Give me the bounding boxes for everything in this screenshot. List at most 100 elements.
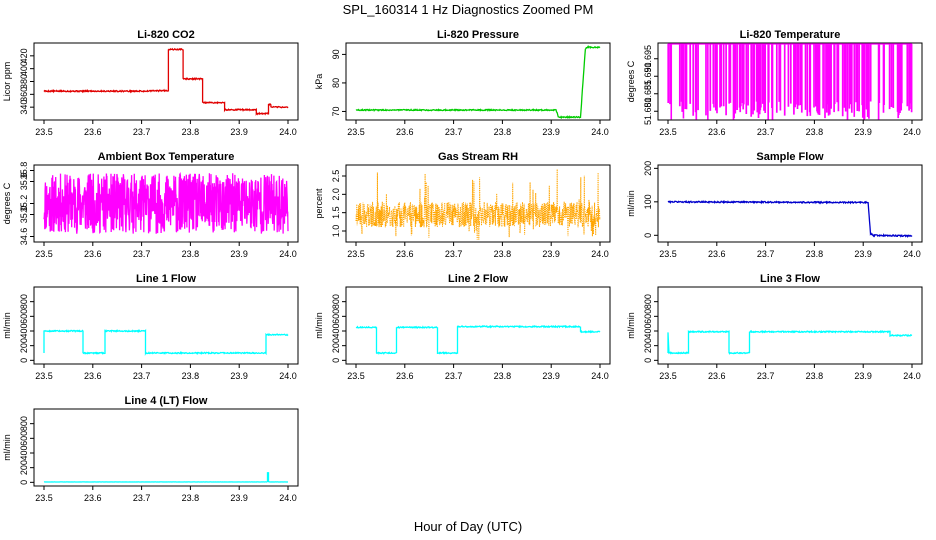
y-tick-label: 35.0 [19,206,29,224]
plot-frame [33,286,299,365]
x-tick-label: 23.9 [230,127,248,137]
y-tick-label: 0 [331,358,341,363]
x-tick-label: 23.5 [659,127,677,137]
panel-title: Sample Flow [756,151,824,163]
series-line [355,169,601,240]
x-tick-label: 23.8 [182,249,200,259]
y-tick-label: 80 [331,78,341,88]
panel-5: Gas Stream RH 23.5 23.6 23.7 23.8 23.9 24.0 1.0… [314,151,611,259]
y-tick-label: 400 [19,445,29,460]
x-tick-label: 23.7 [133,493,151,503]
y-tick-label: 200 [643,338,653,353]
y-tick-label: 51.680 [643,97,653,125]
x-tick-label: 23.9 [230,249,248,259]
series-line [355,44,601,120]
y-tick-label: 2.0 [331,188,341,201]
x-tick-label: 23.7 [757,127,775,137]
y-tick-label: 35.2 [19,195,29,213]
y-tick-label: 400 [19,61,29,76]
x-tick-label: 23.8 [182,127,200,137]
y-tick-label: 400 [643,323,653,338]
plot-frame [33,408,299,487]
y-tick-label: 0 [19,358,29,363]
x-tick-label: 24.0 [591,371,609,381]
series-line [43,47,289,116]
series-line [667,199,913,239]
y-tick-label: 400 [19,323,29,338]
x-tick-label: 23.5 [347,249,365,259]
panel-title: Line 2 Flow [448,273,508,285]
y-tick-label: 0 [643,233,653,238]
y-tick-label: 200 [643,161,653,176]
x-tick-label: 23.5 [347,371,365,381]
x-tick-label: 23.7 [133,127,151,137]
x-tick-label: 23.7 [133,249,151,259]
x-tick-label: 23.7 [445,371,463,381]
y-axis-label: Licor ppm [2,62,12,102]
y-axis-label: ml/min [2,312,12,339]
panel-6: Sample Flow 23.5 23.6 23.7 23.8 23.9 24.0 0 100 2… [626,151,923,259]
y-tick-label: 420 [19,48,29,63]
x-tick-label: 23.8 [182,371,200,381]
x-tick-label: 24.0 [903,127,921,137]
x-tick-label: 23.5 [659,249,677,259]
panel-title: Line 1 Flow [136,273,196,285]
x-tick-label: 23.6 [84,127,102,137]
x-tick-label: 23.6 [396,371,414,381]
plot-frame [345,286,611,365]
y-tick-label: 2.5 [331,170,341,183]
x-tick-label: 23.5 [35,493,53,503]
y-tick-label: 35.8 [19,162,29,180]
y-tick-label: 800 [19,416,29,431]
x-tick-label: 23.9 [230,493,248,503]
figure-x-axis-label: Hour of Day (UTC) [414,519,522,534]
y-tick-label: 800 [643,294,653,309]
panel-title: Ambient Box Temperature [98,151,235,163]
x-tick-label: 23.6 [708,249,726,259]
y-axis-label: ml/min [2,434,12,461]
x-tick-label: 23.6 [84,249,102,259]
y-tick-label: 600 [19,309,29,324]
panel-title: Line 3 Flow [760,273,820,285]
y-axis-label: ml/min [626,190,636,217]
panel-4: Ambient Box Temperature 23.5 23.6 23.7 23.8 2… [2,151,299,259]
y-tick-label: 600 [643,309,653,324]
x-tick-label: 23.9 [230,371,248,381]
x-tick-label: 23.6 [396,249,414,259]
x-tick-label: 23.5 [35,249,53,259]
x-tick-label: 23.9 [542,127,560,137]
x-tick-label: 24.0 [903,371,921,381]
y-tick-label: 51.690 [643,62,653,90]
y-tick-label: 380 [19,74,29,89]
x-tick-label: 24.0 [591,249,609,259]
y-tick-label: 800 [331,294,341,309]
panel-title: Li-820 Pressure [437,29,519,41]
x-tick-label: 23.5 [35,127,53,137]
panel-7: Line 1 Flow 23.5 23.6 23.7 23.8 23.9 24.0 0 2004… [2,273,299,381]
y-tick-label: 34.6 [19,228,29,246]
y-tick-label: 1.5 [331,206,341,219]
x-tick-label: 24.0 [903,249,921,259]
x-tick-label: 23.9 [854,249,872,259]
panel-8: Line 2 Flow 23.5 23.6 23.7 23.8 23.9 24.0 0 2004… [314,273,611,381]
panel-10: Line 4 (LT) Flow 23.5 23.6 23.7 23.8 23.9 24.0… [2,395,299,503]
y-tick-label: 0 [643,358,653,363]
series-line [43,172,289,234]
x-tick-label: 23.5 [35,371,53,381]
x-tick-label: 24.0 [279,127,297,137]
x-tick-label: 23.6 [84,493,102,503]
y-tick-label: 1.0 [331,225,341,238]
y-tick-label: 600 [19,431,29,446]
panel-2: Li-820 Pressure 23.5 23.6 23.7 23.8 23.9 24.0 7… [314,29,611,137]
x-tick-label: 23.9 [854,371,872,381]
x-tick-label: 23.6 [396,127,414,137]
series-line [43,472,288,483]
x-tick-label: 24.0 [279,371,297,381]
panels: Li-820 CO2 23.5 23.6 23.7 23.8 23.9 24.0 340360… [2,29,923,503]
y-tick-label: 600 [331,309,341,324]
x-tick-label: 23.5 [347,127,365,137]
panel-title: Li-820 CO2 [137,29,194,41]
y-tick-label: 70 [331,106,341,116]
y-tick-label: 200 [19,460,29,475]
